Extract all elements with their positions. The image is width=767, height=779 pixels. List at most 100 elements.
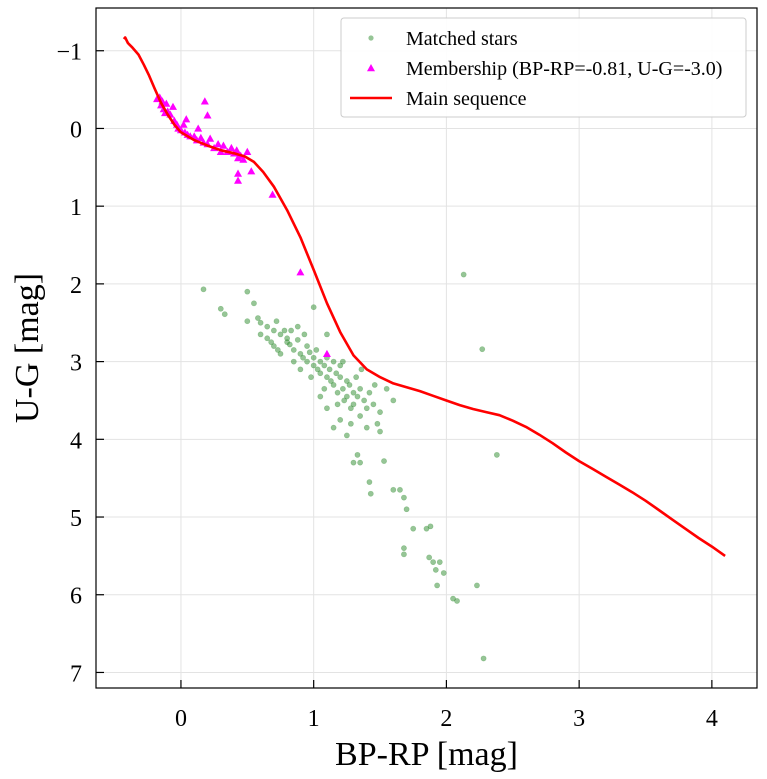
matched-star-point <box>294 323 301 330</box>
matched-star-point <box>358 366 365 373</box>
legend-marker-matched <box>368 35 374 41</box>
matched-star-point <box>350 389 357 396</box>
matched-star-point <box>334 401 341 408</box>
matched-star-point <box>480 655 487 662</box>
matched-star-point <box>423 525 430 532</box>
matched-star-point <box>257 331 264 338</box>
x-tick-label: 0 <box>175 706 187 732</box>
matched-star-point <box>281 327 288 334</box>
matched-star-point <box>310 304 317 311</box>
membership-point <box>168 102 177 110</box>
matched-star-point <box>403 506 410 513</box>
matched-star-point <box>313 347 320 353</box>
matched-star-point <box>255 315 261 321</box>
matched-star-point <box>310 354 317 361</box>
matched-star-point <box>357 459 364 466</box>
y-axis-label: U-G [mag] <box>9 273 46 423</box>
membership-point <box>247 167 256 175</box>
matched-star-point <box>371 382 378 388</box>
matched-star-point <box>397 486 403 493</box>
matched-star-point <box>339 358 346 365</box>
matched-star-point <box>288 327 295 334</box>
membership-point <box>179 120 188 128</box>
matched-star-point <box>324 374 330 381</box>
matched-star-point <box>330 358 337 365</box>
matched-star-point <box>430 559 437 566</box>
membership-point <box>196 133 205 141</box>
matched-star-point <box>244 318 251 325</box>
matched-star-point <box>440 570 447 576</box>
matched-star-point <box>290 358 297 365</box>
matched-star-point <box>436 559 443 566</box>
matched-star-point <box>450 595 456 602</box>
membership-point <box>296 268 305 276</box>
x-tick-label: 4 <box>706 706 718 732</box>
matched-star-point <box>294 336 301 343</box>
y-tick-label: 0 <box>70 117 82 143</box>
matched-star-point <box>317 370 324 377</box>
matched-star-point <box>337 362 344 369</box>
matched-star-point <box>244 288 251 295</box>
matched-star-point <box>363 405 370 412</box>
membership-point <box>203 111 212 119</box>
y-tick-label: 5 <box>70 506 82 532</box>
matched-star-point <box>390 397 397 404</box>
matched-star-point <box>310 362 317 369</box>
main-sequence-line <box>122 36 726 557</box>
legend-label-main-sequence: Main sequence <box>406 88 527 110</box>
matched-star-point <box>290 347 297 353</box>
membership-point <box>243 147 252 155</box>
matched-star-point <box>301 331 308 338</box>
y-tick-label: 6 <box>70 584 82 610</box>
matched-star-point <box>401 551 407 558</box>
matched-star-point <box>277 331 284 338</box>
matched-star-point <box>479 346 486 353</box>
matched-star-point <box>343 432 350 439</box>
membership-point <box>227 143 236 152</box>
matched-star-point <box>330 424 337 431</box>
matched-star-point <box>270 343 277 349</box>
matched-star-point <box>366 479 373 485</box>
matched-star-point <box>377 428 383 435</box>
matched-star-point <box>367 490 374 497</box>
plot-frame <box>95 7 758 689</box>
matched-star-point <box>354 451 361 458</box>
matched-star-point <box>460 271 467 278</box>
legend: Matched stars Membership (BP-RP=-0.81, U… <box>340 17 747 118</box>
matched-star-point <box>347 420 354 427</box>
y-tick-label: 7 <box>70 661 82 687</box>
matched-star-point <box>341 397 348 404</box>
matched-star-point <box>324 405 330 412</box>
matched-star-point <box>257 319 264 326</box>
matched-star-point <box>321 385 328 392</box>
matched-star-point <box>401 494 407 501</box>
matched-star-point <box>366 389 373 396</box>
matched-star-point <box>346 382 353 388</box>
matched-star-point <box>474 582 480 589</box>
membership-point <box>206 134 215 142</box>
matched-star-point <box>274 347 281 353</box>
matched-star-point <box>297 350 304 357</box>
y-tick-label: −1 <box>56 40 82 66</box>
matched-star-point <box>251 300 257 307</box>
membership-point <box>232 146 241 154</box>
matched-star-point <box>401 545 407 552</box>
matched-star-point <box>321 362 328 369</box>
matched-star-point <box>383 385 390 392</box>
membership-point <box>234 176 243 184</box>
matched-star-point <box>304 343 310 349</box>
x-tick-label: 3 <box>573 706 585 732</box>
matched-star-point <box>217 305 224 312</box>
membership-point <box>194 124 203 132</box>
matched-star-point <box>357 413 364 419</box>
y-tick-label: 3 <box>70 351 82 377</box>
legend-label-membership: Membership (BP-RP=-0.81, U-G=-3.0) <box>406 58 722 80</box>
matched-star-point <box>337 416 344 423</box>
x-tick-label: 1 <box>308 706 320 732</box>
matched-star-point <box>264 335 271 342</box>
matched-star-point <box>221 311 228 318</box>
matched-star-point <box>343 378 350 384</box>
matched-star-point <box>377 409 383 416</box>
